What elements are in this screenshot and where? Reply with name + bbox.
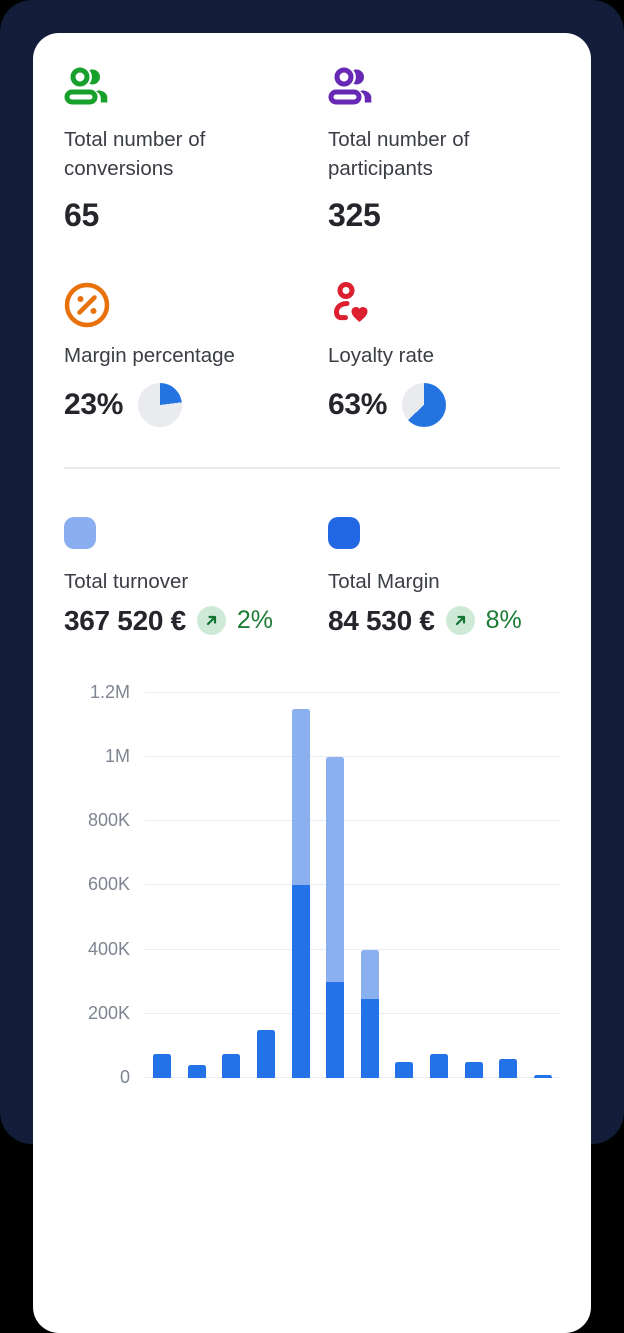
- gridline: 200K: [88, 1003, 560, 1023]
- chart-bar-1[interactable]: [153, 1053, 172, 1078]
- total-label: Total Margin: [328, 569, 440, 593]
- bar-segment-margin: [222, 1053, 241, 1078]
- gridline: 1M: [105, 746, 560, 766]
- y-tick-label: 1M: [104, 746, 130, 767]
- chart-bar-4[interactable]: [257, 1029, 276, 1078]
- chart-bar-6[interactable]: [326, 757, 345, 1078]
- chart-bar-12[interactable]: [533, 1074, 552, 1078]
- y-tick-label: 400K: [87, 938, 130, 959]
- chart-bar-5[interactable]: [291, 708, 310, 1078]
- chart-bar-11[interactable]: [499, 1058, 518, 1078]
- people-icon: [328, 66, 560, 112]
- stat-value: 325: [328, 196, 381, 233]
- chart-bar-8[interactable]: [395, 1061, 414, 1078]
- bar-segment-margin: [360, 999, 379, 1078]
- total-value-row: 84 530 € 8%: [328, 605, 560, 637]
- gridline: 400K: [88, 939, 560, 959]
- trend-percent: 8%: [485, 606, 522, 635]
- total-label: Total turnover: [64, 569, 189, 593]
- margin-legend-swatch: [328, 516, 360, 549]
- gridline: 800K: [88, 810, 560, 830]
- bar-segment-margin: [153, 1053, 172, 1078]
- chart-bar-3[interactable]: [222, 1053, 241, 1078]
- total-value: 84 530 €: [328, 604, 435, 636]
- people-icon: [64, 66, 328, 112]
- dashboard-card: Total number of conversions 65 Total num…: [33, 33, 591, 1333]
- bar-segment-margin: [429, 1053, 448, 1078]
- total-value-row: 367 520 € 2%: [64, 605, 328, 637]
- stat-value: 65: [64, 196, 99, 233]
- y-tick-label: 1.2M: [89, 681, 130, 702]
- bar-segment-margin: [291, 885, 310, 1078]
- stat-total-conversions: Total number of conversions 65: [64, 66, 328, 234]
- bar-segment-margin: [533, 1074, 552, 1078]
- chart-bar-10[interactable]: [464, 1061, 483, 1078]
- chart-bar-2[interactable]: [187, 1065, 206, 1078]
- turnover-margin-chart: 1.2M 1M 800K 600K 400K 200K 0: [88, 682, 560, 1087]
- bar-segment-turnover: [360, 949, 379, 1000]
- bar-segment-margin: [187, 1065, 206, 1078]
- total-turnover-block: Total turnover 367 520 € 2%: [64, 516, 328, 637]
- stat-value: 63%: [328, 387, 388, 421]
- divider: [64, 466, 560, 469]
- bar-segment-margin: [464, 1061, 483, 1078]
- percent-icon: [64, 282, 328, 328]
- trend-up-icon: [196, 606, 226, 636]
- stat-label: Loyalty rate: [328, 343, 434, 367]
- trend-up-icon: [445, 606, 475, 636]
- y-tick-label: 600K: [87, 874, 130, 895]
- bar-segment-margin: [395, 1061, 414, 1078]
- totals-section: Total turnover 367 520 € 2% Total Margin…: [64, 516, 560, 637]
- total-value: 367 520 €: [64, 604, 186, 636]
- y-tick-label: 0: [119, 1066, 130, 1087]
- stat-label: Margin percentage: [64, 343, 235, 367]
- gridline: 1.2M: [90, 682, 560, 702]
- bar-segment-margin: [257, 1029, 276, 1078]
- bar-segment-margin: [326, 981, 345, 1078]
- stat-margin-percentage: Margin percentage 23%: [64, 282, 328, 427]
- stat-label: Total number of conversions: [64, 128, 206, 181]
- y-tick-label: 800K: [87, 810, 130, 831]
- bar-segment-turnover: [291, 708, 310, 886]
- bar-segment-turnover: [326, 757, 345, 982]
- person-heart-icon: [328, 281, 560, 328]
- turnover-legend-swatch: [64, 516, 96, 549]
- stats-section: Total number of conversions 65 Total num…: [64, 66, 560, 427]
- stat-loyalty-rate: Loyalty rate 63%: [328, 281, 560, 427]
- chart-plot: 1.2M 1M 800K 600K 400K 200K 0: [88, 682, 560, 1087]
- bar-segment-margin: [499, 1058, 518, 1078]
- gridline: 600K: [88, 874, 560, 894]
- trend-percent: 2%: [236, 606, 274, 635]
- stat-total-participants: Total number of participants 325: [328, 66, 560, 234]
- total-margin-block: Total Margin 84 530 € 8%: [328, 516, 560, 637]
- stat-value-row: 23%: [64, 382, 328, 427]
- margin-pie-chart: [138, 382, 183, 427]
- y-tick-label: 200K: [87, 1002, 130, 1023]
- chart-bar-7[interactable]: [360, 949, 379, 1078]
- stat-value: 23%: [64, 387, 124, 421]
- gridline: 0: [120, 1067, 560, 1087]
- chart-bar-9[interactable]: [429, 1053, 448, 1078]
- loyalty-pie-chart: [402, 382, 447, 427]
- stat-value-row: 63%: [328, 382, 560, 427]
- stat-label: Total number of participants: [328, 128, 470, 181]
